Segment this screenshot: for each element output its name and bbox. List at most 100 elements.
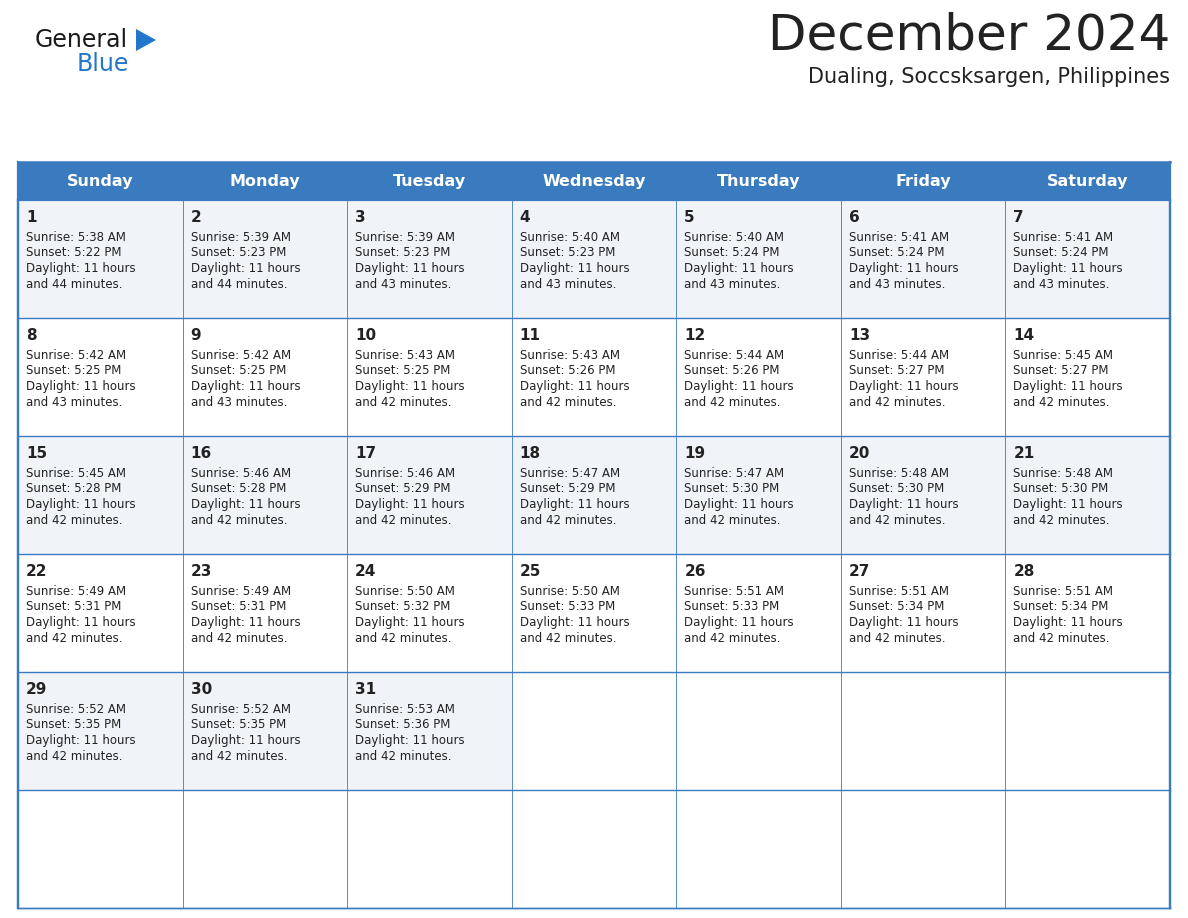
Bar bbox=[183, 436, 347, 554]
Text: 12: 12 bbox=[684, 328, 706, 343]
Text: Sunrise: 5:51 AM: Sunrise: 5:51 AM bbox=[1013, 585, 1113, 598]
Text: 1: 1 bbox=[26, 210, 37, 225]
Text: Sunrise: 5:40 AM: Sunrise: 5:40 AM bbox=[519, 231, 620, 244]
Text: 6: 6 bbox=[849, 210, 860, 225]
Bar bbox=[676, 200, 841, 318]
Text: Daylight: 11 hours: Daylight: 11 hours bbox=[190, 734, 301, 747]
Text: Sunset: 5:36 PM: Sunset: 5:36 PM bbox=[355, 719, 450, 732]
Text: Sunrise: 5:47 AM: Sunrise: 5:47 AM bbox=[684, 467, 784, 480]
Text: 4: 4 bbox=[519, 210, 530, 225]
Bar bbox=[1005, 318, 1170, 436]
Text: and 42 minutes.: and 42 minutes. bbox=[849, 632, 946, 644]
Text: and 42 minutes.: and 42 minutes. bbox=[1013, 513, 1110, 527]
Text: Sunset: 5:26 PM: Sunset: 5:26 PM bbox=[684, 364, 779, 377]
Text: Sunrise: 5:46 AM: Sunrise: 5:46 AM bbox=[355, 467, 455, 480]
Bar bbox=[841, 318, 1005, 436]
Text: 26: 26 bbox=[684, 564, 706, 579]
Bar bbox=[18, 162, 1170, 200]
Text: Sunset: 5:34 PM: Sunset: 5:34 PM bbox=[1013, 600, 1108, 613]
Text: Daylight: 11 hours: Daylight: 11 hours bbox=[519, 380, 630, 393]
Text: Sunrise: 5:38 AM: Sunrise: 5:38 AM bbox=[26, 231, 126, 244]
Bar bbox=[347, 200, 512, 318]
Bar bbox=[841, 200, 1005, 318]
Text: 11: 11 bbox=[519, 328, 541, 343]
Text: Sunset: 5:22 PM: Sunset: 5:22 PM bbox=[26, 247, 121, 260]
Text: Sunset: 5:28 PM: Sunset: 5:28 PM bbox=[26, 483, 121, 496]
Text: Sunset: 5:31 PM: Sunset: 5:31 PM bbox=[26, 600, 121, 613]
Bar bbox=[18, 200, 183, 318]
Text: Sunrise: 5:52 AM: Sunrise: 5:52 AM bbox=[26, 703, 126, 716]
Bar bbox=[1005, 436, 1170, 554]
Text: and 42 minutes.: and 42 minutes. bbox=[684, 396, 781, 409]
Bar bbox=[1005, 554, 1170, 672]
Bar bbox=[18, 436, 183, 554]
Text: Daylight: 11 hours: Daylight: 11 hours bbox=[849, 380, 959, 393]
Bar bbox=[512, 436, 676, 554]
Text: and 42 minutes.: and 42 minutes. bbox=[190, 749, 287, 763]
Text: and 42 minutes.: and 42 minutes. bbox=[519, 396, 617, 409]
Text: Monday: Monday bbox=[229, 174, 301, 188]
Text: and 42 minutes.: and 42 minutes. bbox=[355, 396, 451, 409]
Text: and 42 minutes.: and 42 minutes. bbox=[190, 632, 287, 644]
Text: Sunset: 5:28 PM: Sunset: 5:28 PM bbox=[190, 483, 286, 496]
Text: and 42 minutes.: and 42 minutes. bbox=[1013, 396, 1110, 409]
Bar bbox=[347, 436, 512, 554]
Text: Sunrise: 5:42 AM: Sunrise: 5:42 AM bbox=[190, 349, 291, 362]
Text: Daylight: 11 hours: Daylight: 11 hours bbox=[1013, 262, 1123, 275]
Text: Daylight: 11 hours: Daylight: 11 hours bbox=[849, 262, 959, 275]
Text: Sunrise: 5:51 AM: Sunrise: 5:51 AM bbox=[684, 585, 784, 598]
Text: Sunset: 5:23 PM: Sunset: 5:23 PM bbox=[190, 247, 286, 260]
Text: 19: 19 bbox=[684, 446, 706, 461]
Text: Sunset: 5:24 PM: Sunset: 5:24 PM bbox=[1013, 247, 1108, 260]
Text: 25: 25 bbox=[519, 564, 541, 579]
Text: and 42 minutes.: and 42 minutes. bbox=[26, 513, 122, 527]
Text: Daylight: 11 hours: Daylight: 11 hours bbox=[355, 380, 465, 393]
Text: Sunset: 5:29 PM: Sunset: 5:29 PM bbox=[355, 483, 450, 496]
Text: Sunrise: 5:41 AM: Sunrise: 5:41 AM bbox=[1013, 231, 1113, 244]
Text: 14: 14 bbox=[1013, 328, 1035, 343]
Text: Daylight: 11 hours: Daylight: 11 hours bbox=[355, 498, 465, 511]
Bar bbox=[512, 200, 676, 318]
Bar bbox=[676, 318, 841, 436]
Text: Daylight: 11 hours: Daylight: 11 hours bbox=[190, 616, 301, 629]
Text: 3: 3 bbox=[355, 210, 366, 225]
Text: December 2024: December 2024 bbox=[767, 12, 1170, 60]
Text: and 43 minutes.: and 43 minutes. bbox=[355, 277, 451, 290]
Text: Sunrise: 5:47 AM: Sunrise: 5:47 AM bbox=[519, 467, 620, 480]
Text: Friday: Friday bbox=[896, 174, 950, 188]
Text: Wednesday: Wednesday bbox=[542, 174, 646, 188]
Text: 28: 28 bbox=[1013, 564, 1035, 579]
Text: Sunrise: 5:41 AM: Sunrise: 5:41 AM bbox=[849, 231, 949, 244]
Text: Sunrise: 5:48 AM: Sunrise: 5:48 AM bbox=[849, 467, 949, 480]
Bar bbox=[347, 318, 512, 436]
Text: Daylight: 11 hours: Daylight: 11 hours bbox=[1013, 380, 1123, 393]
Bar bbox=[183, 200, 347, 318]
Text: Daylight: 11 hours: Daylight: 11 hours bbox=[355, 616, 465, 629]
Text: 22: 22 bbox=[26, 564, 48, 579]
Text: Sunrise: 5:43 AM: Sunrise: 5:43 AM bbox=[519, 349, 620, 362]
Text: Sunrise: 5:45 AM: Sunrise: 5:45 AM bbox=[26, 467, 126, 480]
Bar bbox=[183, 554, 347, 672]
Text: 13: 13 bbox=[849, 328, 870, 343]
Bar bbox=[18, 318, 183, 436]
Text: Saturday: Saturday bbox=[1047, 174, 1129, 188]
Text: Sunset: 5:32 PM: Sunset: 5:32 PM bbox=[355, 600, 450, 613]
Bar bbox=[183, 672, 347, 790]
Polygon shape bbox=[135, 29, 156, 51]
Text: Daylight: 11 hours: Daylight: 11 hours bbox=[849, 616, 959, 629]
Text: Sunrise: 5:43 AM: Sunrise: 5:43 AM bbox=[355, 349, 455, 362]
Text: Daylight: 11 hours: Daylight: 11 hours bbox=[684, 498, 794, 511]
Text: Sunset: 5:24 PM: Sunset: 5:24 PM bbox=[684, 247, 779, 260]
Text: and 42 minutes.: and 42 minutes. bbox=[684, 632, 781, 644]
Bar bbox=[512, 318, 676, 436]
Text: 31: 31 bbox=[355, 682, 377, 697]
Text: and 43 minutes.: and 43 minutes. bbox=[684, 277, 781, 290]
Text: Sunset: 5:30 PM: Sunset: 5:30 PM bbox=[1013, 483, 1108, 496]
Text: Daylight: 11 hours: Daylight: 11 hours bbox=[519, 262, 630, 275]
Text: Sunset: 5:30 PM: Sunset: 5:30 PM bbox=[849, 483, 944, 496]
Text: Daylight: 11 hours: Daylight: 11 hours bbox=[1013, 616, 1123, 629]
Text: Sunrise: 5:39 AM: Sunrise: 5:39 AM bbox=[190, 231, 291, 244]
Text: Sunday: Sunday bbox=[67, 174, 133, 188]
Text: 20: 20 bbox=[849, 446, 871, 461]
Text: and 42 minutes.: and 42 minutes. bbox=[26, 749, 122, 763]
